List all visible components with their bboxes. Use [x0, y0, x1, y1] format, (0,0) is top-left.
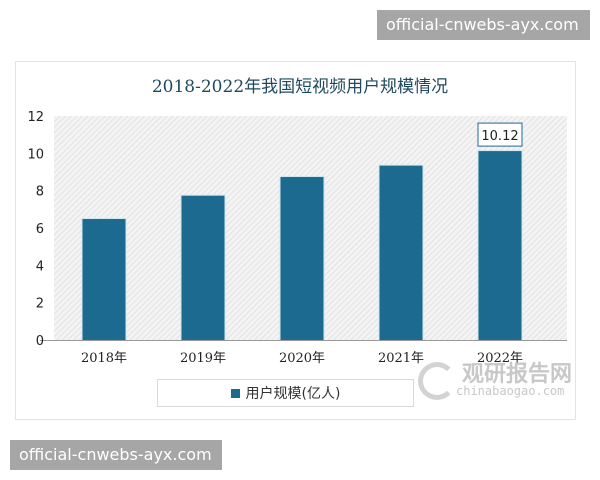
- y-tick-label: 8: [36, 185, 44, 200]
- bar-2022年: [478, 151, 522, 340]
- x-tick-label: 2019年: [180, 351, 226, 366]
- legend: 用户规模(亿人): [157, 379, 414, 407]
- y-tick-label: 10: [27, 147, 44, 162]
- chart-frame: [15, 61, 576, 420]
- logo-text-en: chinabaogao.com: [456, 384, 565, 398]
- x-tick-label: 2021年: [378, 351, 424, 366]
- chart-title: 2018-2022年我国短视频用户规模情况: [151, 77, 449, 97]
- y-tick-label: 12: [27, 110, 44, 125]
- y-tick-label: 0: [36, 334, 44, 349]
- x-tick-label: 2022年: [477, 351, 523, 366]
- bar-2019年: [181, 195, 225, 340]
- watermark-bottom: official-cnwebs-ayx.com: [10, 440, 222, 470]
- y-tick-label: 2: [36, 297, 44, 312]
- watermark-top: official-cnwebs-ayx.com: [377, 10, 590, 40]
- logo-swirl-icon: [418, 362, 456, 400]
- bar-2021年: [379, 165, 423, 340]
- bar-2020年: [280, 177, 324, 340]
- y-tick-label: 4: [36, 259, 44, 274]
- x-tick-label: 2020年: [279, 351, 325, 366]
- logo-text-cn: 观研报告网: [462, 362, 573, 387]
- data-label: 10.12: [481, 129, 518, 144]
- y-tick-label: 6: [36, 222, 44, 237]
- x-tick-label: 2018年: [81, 351, 127, 366]
- legend-label: 用户规模(亿人): [245, 386, 341, 402]
- bar-2018年: [82, 219, 126, 340]
- legend-swatch: [230, 388, 240, 398]
- data-label-box: [477, 122, 523, 147]
